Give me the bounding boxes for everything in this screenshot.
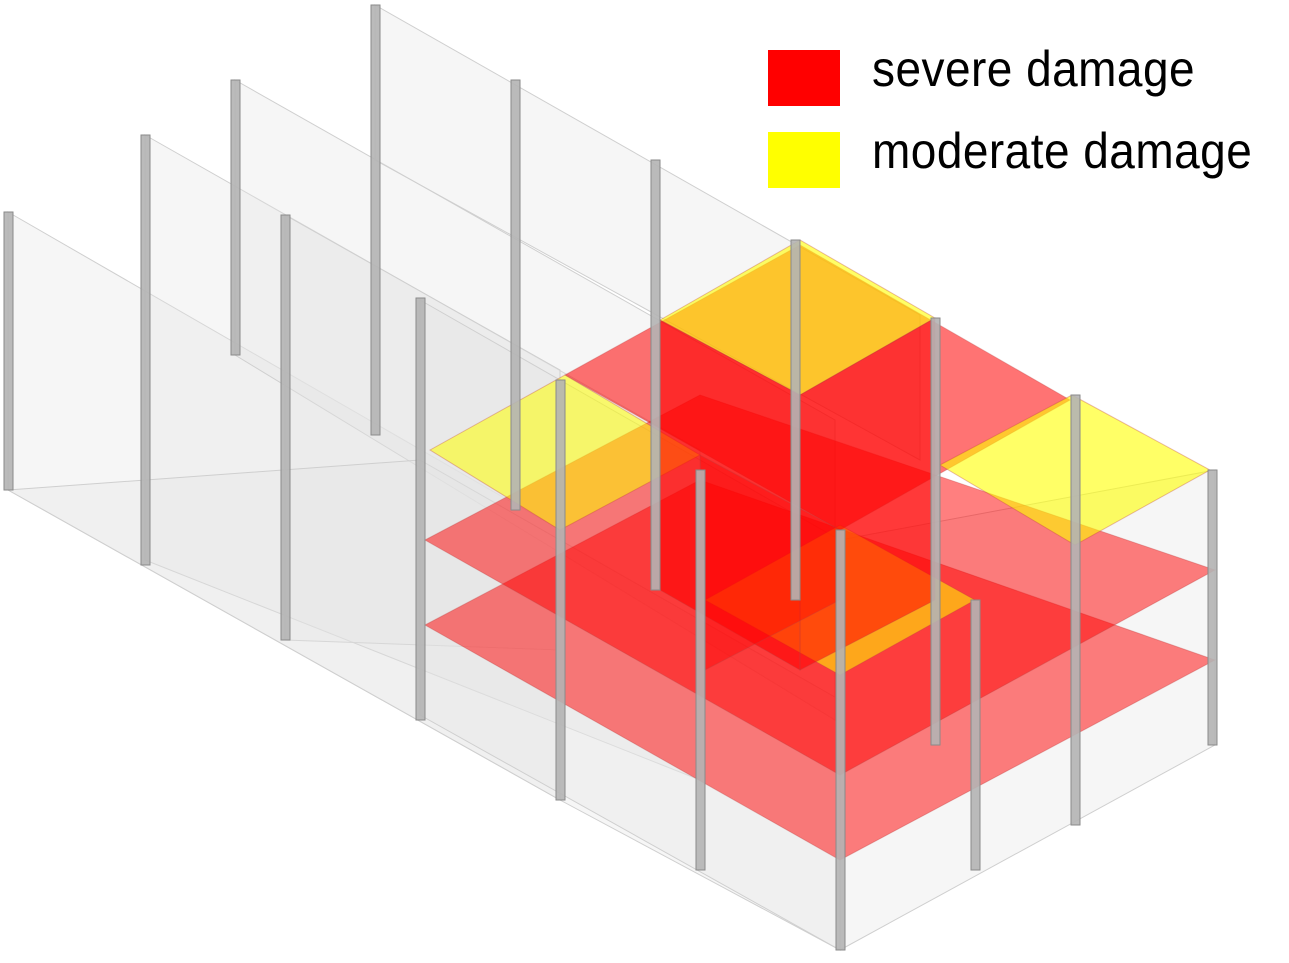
column-12: [835, 529, 846, 951]
column-11: [790, 239, 801, 601]
column-8: [555, 379, 566, 801]
column-3: [230, 79, 241, 356]
column-6: [415, 297, 426, 721]
column-4: [280, 214, 291, 641]
column-10: [695, 469, 706, 871]
column-9: [650, 159, 661, 591]
column-2: [140, 134, 151, 566]
column-5: [370, 4, 381, 436]
column-16: [1207, 469, 1218, 746]
column-15: [1070, 394, 1081, 826]
column-13: [930, 317, 941, 746]
building-columns: [3, 4, 1218, 951]
damaged-floor-slabs: [423, 239, 1217, 861]
column-1: [3, 211, 14, 491]
column-14: [970, 599, 981, 871]
column-7: [510, 79, 521, 511]
